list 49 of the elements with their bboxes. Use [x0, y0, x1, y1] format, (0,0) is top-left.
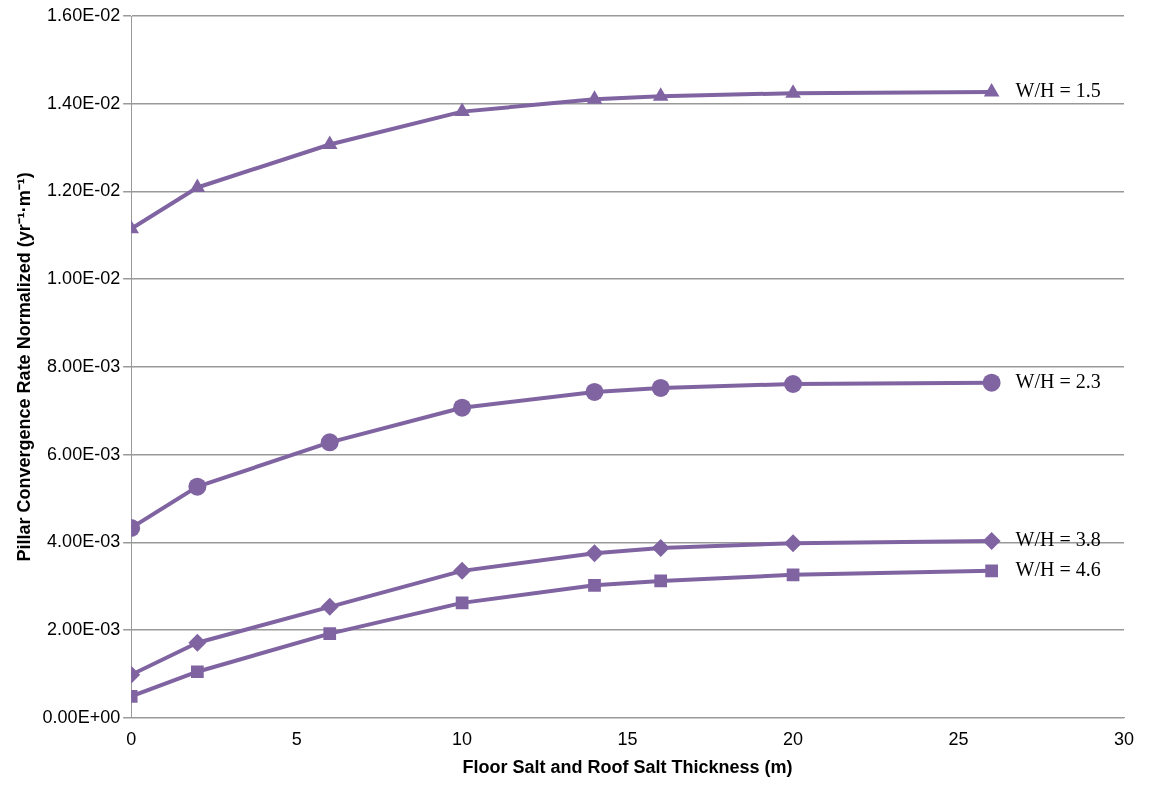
x-tick-label: 30: [1113, 728, 1135, 749]
point: [191, 665, 204, 679]
series-label: W/H = 3.8: [1015, 528, 1101, 551]
point: [784, 534, 803, 553]
y-tick-label: 2.00E-03: [47, 619, 121, 640]
series-label: W/H = 1.5: [1015, 79, 1101, 102]
point: [654, 574, 668, 588]
point: [588, 578, 601, 592]
x-tick-label: 15: [617, 728, 638, 749]
x-tick-label: 10: [452, 728, 473, 749]
point: [785, 84, 801, 98]
point: [586, 90, 603, 104]
point: [982, 373, 1001, 392]
x-tick-label: 20: [783, 728, 804, 749]
point: [651, 378, 670, 397]
point: [784, 375, 803, 394]
point: [786, 568, 800, 582]
y-tick-label: 1.20E-02: [47, 180, 121, 201]
point: [585, 382, 604, 401]
point: [982, 532, 1001, 551]
point: [188, 477, 207, 496]
point: [188, 633, 207, 652]
x-tick-label: 0: [126, 728, 137, 749]
point: [454, 102, 470, 117]
point: [320, 433, 339, 452]
y-tick-label: 1.00E-02: [47, 268, 121, 289]
x-tick-label: 5: [291, 728, 302, 749]
y-tick-label: 0.00E+00: [42, 706, 121, 727]
point: [652, 87, 669, 101]
y-tick-label: 1.60E-02: [47, 4, 121, 25]
y-tick-label: 8.00E-03: [47, 355, 121, 376]
point: [983, 82, 1000, 97]
point: [189, 178, 206, 192]
point: [320, 597, 339, 616]
y-tick-label: 1.40E-02: [47, 92, 121, 113]
point: [585, 544, 604, 563]
point: [651, 539, 670, 558]
x-tick-label: 25: [948, 728, 969, 749]
point: [321, 135, 338, 150]
point: [453, 561, 472, 580]
y-axis-title: Pillar Convergence Rate Normalized (yr⁻¹·m⁻¹): [13, 172, 34, 562]
y-tick-label: 4.00E-03: [47, 531, 121, 552]
x-axis-title: Floor Salt and Roof Salt Thickness (m): [462, 757, 793, 778]
point: [323, 627, 337, 640]
point: [985, 564, 998, 578]
series-label: W/H = 2.3: [1015, 369, 1101, 392]
series-label: W/H = 4.6: [1015, 558, 1101, 581]
point: [453, 398, 472, 417]
y-tick-label: 6.00E-03: [47, 443, 121, 464]
